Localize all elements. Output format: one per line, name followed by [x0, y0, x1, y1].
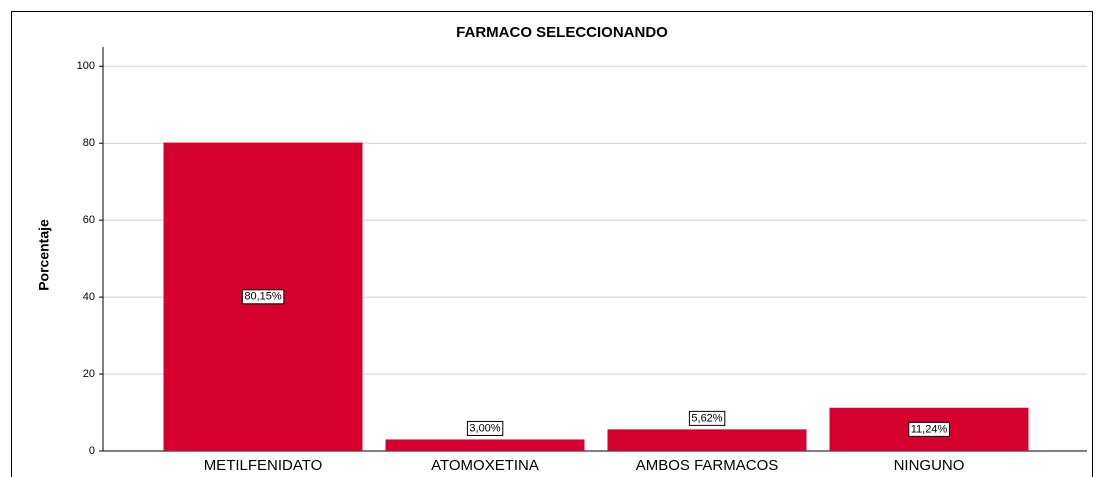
- x-tick-label: METILFENIDATO: [204, 457, 323, 474]
- value-label-box: [688, 410, 726, 426]
- value-label: 80,15%: [244, 291, 282, 303]
- value-label-box: [466, 420, 504, 436]
- value-label: 11,24%: [911, 423, 948, 435]
- value-label-box: [241, 289, 285, 305]
- y-tick-label: 40: [83, 291, 95, 303]
- value-label: 3,00%: [469, 422, 500, 434]
- x-tick-label: ATOMOXETINA: [431, 457, 539, 474]
- y-tick-label: 0: [89, 445, 95, 457]
- chart-title: FARMACO SELECCIONANDO: [456, 24, 668, 41]
- value-label-box: [908, 421, 950, 437]
- x-tick-label: NINGUNO: [894, 457, 965, 474]
- x-tick-label: AMBOS FARMACOS: [636, 457, 779, 474]
- y-tick-label: 20: [83, 368, 95, 380]
- y-tick-label: 80: [83, 137, 95, 149]
- value-label: 5,62%: [691, 412, 722, 424]
- bar: [385, 439, 585, 451]
- y-tick-label: 100: [77, 60, 95, 72]
- y-tick-label: 60: [83, 214, 95, 226]
- bar: [607, 429, 807, 451]
- y-axis-label: Porcentaje: [36, 219, 52, 291]
